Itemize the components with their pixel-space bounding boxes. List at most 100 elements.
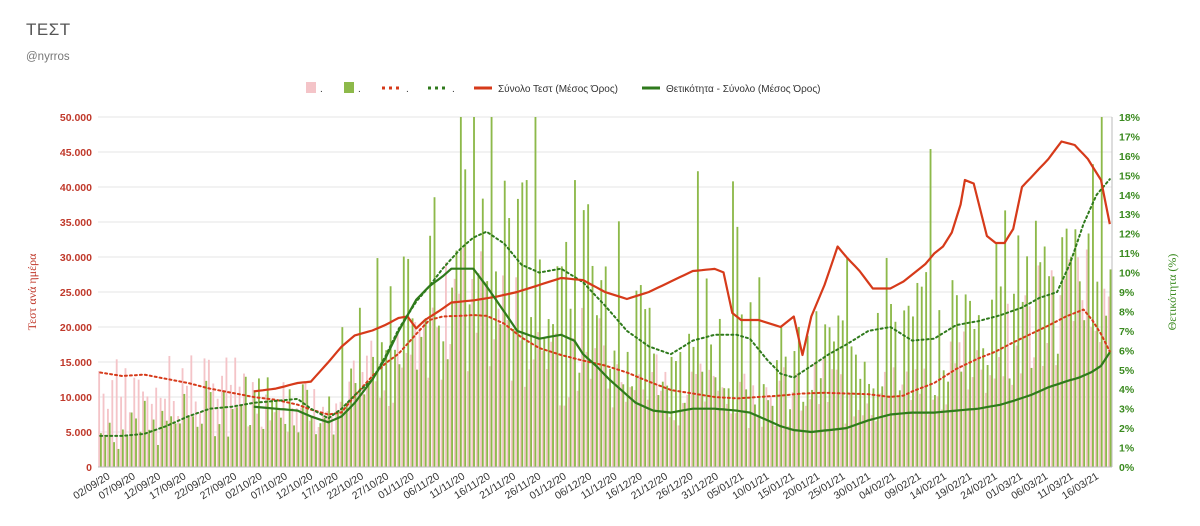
positivity-bar <box>947 381 950 467</box>
tests-bar <box>598 318 601 467</box>
positivity-bar <box>683 402 686 467</box>
tests-bar <box>462 247 465 467</box>
left-tick-label: 5.000 <box>66 427 92 439</box>
positivity-bar <box>284 423 287 467</box>
positivity-bar <box>301 384 304 467</box>
positivity-bar <box>398 364 401 467</box>
tests-bar <box>409 354 412 467</box>
positivity-bar <box>754 404 756 467</box>
positivity-bar <box>587 204 590 467</box>
positivity-bar <box>1004 210 1007 467</box>
tests-bar <box>1085 249 1088 467</box>
tests-bar <box>155 387 158 467</box>
legend-label-tests_avg_dotted: . <box>406 84 409 95</box>
positivity-bar <box>925 272 928 467</box>
positivity-bar <box>337 410 339 467</box>
positivity-bar <box>824 324 827 467</box>
positivity-bar <box>898 390 901 467</box>
tests-bar <box>510 380 513 467</box>
tests-bar <box>361 372 364 467</box>
positivity-bar <box>718 318 721 467</box>
tests-bar <box>392 402 395 467</box>
tests-bar <box>357 393 360 467</box>
positivity-bar <box>402 256 405 467</box>
positivity-bar <box>161 410 164 467</box>
right-tick-label: 0% <box>1119 462 1135 474</box>
positivity-bar <box>113 442 115 467</box>
positivity-bar <box>121 429 124 467</box>
tests-bar <box>756 416 759 467</box>
left-tick-label: 20.000 <box>60 322 92 334</box>
positivity-bar <box>635 290 638 467</box>
tests-bar <box>932 399 935 467</box>
tests-bar <box>348 381 351 467</box>
positivity-bar <box>486 281 489 467</box>
positivity-bar <box>130 412 133 467</box>
right-tick-label: 6% <box>1119 345 1135 357</box>
tests-bar <box>1041 365 1044 467</box>
tests-bar <box>317 427 320 467</box>
positivity-bar <box>1061 237 1064 467</box>
tests-bar <box>528 369 531 467</box>
positivity-bar <box>578 372 581 467</box>
positivity-bar <box>117 448 120 467</box>
tests-bar <box>216 398 219 467</box>
tests-bar <box>234 357 237 467</box>
tests-bar <box>563 405 566 467</box>
positivity-bar <box>942 370 945 467</box>
left-tick-label: 0 <box>86 462 92 474</box>
tests-bar <box>273 412 276 467</box>
positivity-bar <box>293 425 295 467</box>
positivity-bar <box>995 242 998 467</box>
series-lines <box>99 140 1111 437</box>
positivity-bar <box>565 241 568 467</box>
tests-bar <box>1011 384 1014 467</box>
tests-bar <box>651 372 654 467</box>
tests-bar <box>892 367 895 467</box>
positivity-bar <box>319 423 322 467</box>
tests-bar <box>493 339 496 467</box>
tests-bar <box>475 332 478 467</box>
tests-bar <box>532 359 535 467</box>
tests-bar <box>1006 303 1009 467</box>
tests-bar <box>1002 376 1005 467</box>
positivity-bar <box>1030 367 1033 467</box>
tests-bar <box>436 327 439 467</box>
tests-bar <box>1033 357 1036 467</box>
tests-bar <box>98 370 101 467</box>
tests-bar <box>831 369 834 467</box>
positivity-bar <box>881 386 884 467</box>
positivity-bar <box>692 346 695 467</box>
tests-bar <box>857 409 860 467</box>
left-tick-label: 35.000 <box>60 217 92 229</box>
tests-bar <box>743 373 746 467</box>
tests-bar <box>870 415 873 467</box>
positivity-bar <box>1039 262 1042 467</box>
legend-label-positivity_avg_dotted: . <box>452 84 455 95</box>
tests-bar <box>502 275 504 467</box>
left-tick-label: 40.000 <box>60 182 92 194</box>
positivity-bar <box>1043 246 1046 467</box>
tests-bar <box>405 352 408 467</box>
tests-bar <box>879 393 882 467</box>
tests-bar <box>120 396 123 467</box>
positivity-bar <box>266 377 269 467</box>
tests-bar <box>1063 278 1066 467</box>
positivity-bar <box>178 423 181 467</box>
positivity-bar <box>1074 229 1077 467</box>
tests-bar <box>545 368 548 467</box>
tests-bar <box>664 371 667 467</box>
tests-bar <box>984 392 987 467</box>
positivity-bar <box>1052 276 1055 467</box>
tests-bar <box>172 401 175 467</box>
positivity-bar <box>1109 269 1112 467</box>
tests-bar <box>181 368 184 467</box>
tests-bar <box>550 341 553 467</box>
positivity-bar <box>394 349 396 467</box>
tests-bar <box>774 425 777 467</box>
right-tick-label: 18% <box>1119 112 1141 124</box>
tests-bar <box>747 427 750 467</box>
positivity-bar <box>1100 117 1103 467</box>
tests-bar <box>269 420 272 467</box>
positivity-bar <box>560 266 563 467</box>
